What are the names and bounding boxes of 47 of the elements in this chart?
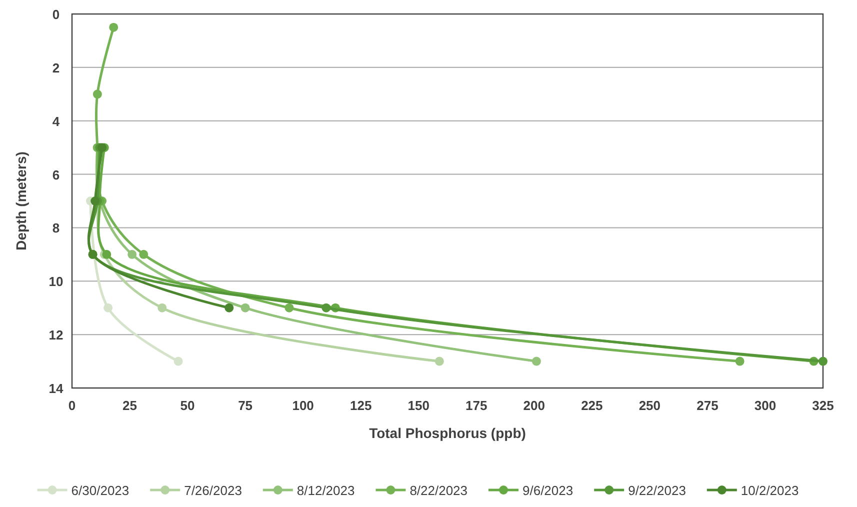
point <box>109 22 118 32</box>
x-tick-label: 150 <box>408 398 430 413</box>
point <box>104 303 113 312</box>
x-tick-label: 100 <box>292 398 314 413</box>
x-tick-label: 75 <box>238 398 253 413</box>
y-tick-label: 10 <box>48 274 64 290</box>
y-tick-label: 8 <box>52 220 60 236</box>
x-tick-label: 125 <box>350 398 372 413</box>
y-tick-label: 12 <box>48 328 64 343</box>
y-tick-label: 14 <box>48 381 64 396</box>
y-tick-label: 0 <box>52 7 60 22</box>
y-tick-label: 2 <box>52 60 60 76</box>
legend-label: 8/22/2023 <box>410 483 468 498</box>
x-tick-label: 225 <box>581 398 603 413</box>
point <box>92 90 102 99</box>
point <box>818 356 828 366</box>
x-tick-label: 25 <box>122 398 138 413</box>
point <box>224 303 234 312</box>
x-tick-label: 0 <box>68 398 76 413</box>
point <box>174 356 183 366</box>
legend-label: 8/12/2023 <box>296 483 355 498</box>
x-tick-label: 200 <box>523 398 546 413</box>
point <box>284 303 294 312</box>
point <box>128 250 137 259</box>
legend-label: 9/6/2023 <box>522 483 574 498</box>
point <box>102 250 112 259</box>
legend-label: 9/22/2023 <box>628 483 686 498</box>
y-axis-title: Depth (meters) <box>13 152 29 250</box>
x-axis-title: Total Phosphorus (ppb) <box>369 425 526 441</box>
point <box>240 303 250 312</box>
x-tick-label: 300 <box>754 398 776 413</box>
x-tick-label: 175 <box>466 398 488 413</box>
point <box>735 356 744 366</box>
x-tick-label: 50 <box>180 398 195 413</box>
y-tick-label: 6 <box>52 167 60 182</box>
x-tick-label: 325 <box>812 398 834 413</box>
y-tick-label: 4 <box>52 114 60 129</box>
legend-label: 7/26/2023 <box>184 483 242 498</box>
point <box>322 303 331 312</box>
x-tick-label: 250 <box>638 398 661 413</box>
legend-label: 6/30/2023 <box>71 483 130 498</box>
legend-label: 10/2/2023 <box>740 483 799 498</box>
point <box>158 303 167 312</box>
point <box>139 250 148 259</box>
point <box>434 356 444 366</box>
x-tick-label: 275 <box>696 398 718 413</box>
point <box>532 356 541 366</box>
